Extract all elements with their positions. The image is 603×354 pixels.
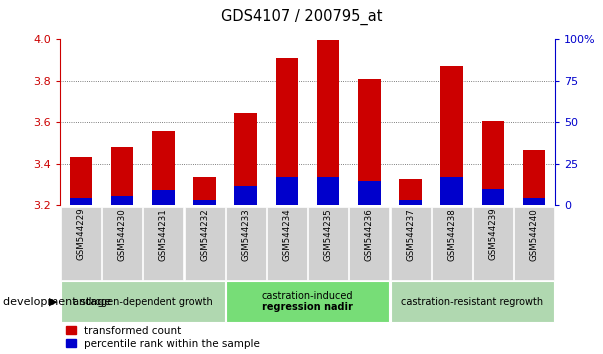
Text: GSM544236: GSM544236: [365, 208, 374, 261]
Text: androgen-dependent growth: androgen-dependent growth: [73, 297, 213, 307]
Bar: [111, 196, 133, 205]
Text: castration-resistant regrowth: castration-resistant regrowth: [401, 297, 543, 307]
Bar: [317, 177, 339, 205]
Text: regression nadir: regression nadir: [262, 302, 353, 312]
Bar: [440, 66, 463, 205]
Bar: [482, 189, 504, 205]
Bar: [193, 200, 216, 205]
Bar: [69, 198, 92, 205]
Text: development stage: development stage: [3, 297, 111, 307]
Bar: [523, 198, 546, 205]
Bar: [440, 177, 463, 205]
Text: GSM544238: GSM544238: [447, 208, 456, 261]
Text: GSM544237: GSM544237: [406, 208, 415, 261]
Text: ▶: ▶: [49, 297, 57, 307]
Text: GDS4107 / 200795_at: GDS4107 / 200795_at: [221, 9, 382, 25]
Bar: [235, 185, 257, 205]
Bar: [482, 121, 504, 205]
Text: castration-induced: castration-induced: [262, 291, 353, 302]
Text: GSM544234: GSM544234: [282, 208, 291, 261]
Bar: [523, 150, 546, 205]
Text: GSM544231: GSM544231: [159, 208, 168, 261]
Text: GSM544235: GSM544235: [324, 208, 333, 261]
Bar: [235, 113, 257, 205]
Text: GSM544230: GSM544230: [118, 208, 127, 261]
Text: GSM544239: GSM544239: [488, 208, 497, 261]
Bar: [317, 40, 339, 205]
Bar: [152, 131, 175, 205]
Bar: [276, 177, 298, 205]
Bar: [193, 177, 216, 205]
Bar: [69, 158, 92, 205]
Text: GSM544229: GSM544229: [77, 208, 86, 261]
Bar: [152, 190, 175, 205]
Text: GSM544233: GSM544233: [241, 208, 250, 261]
Text: GSM544240: GSM544240: [529, 208, 538, 261]
Bar: [358, 181, 380, 205]
Bar: [399, 179, 422, 205]
Bar: [111, 147, 133, 205]
Bar: [276, 58, 298, 205]
Bar: [358, 80, 380, 205]
Legend: transformed count, percentile rank within the sample: transformed count, percentile rank withi…: [66, 326, 260, 349]
Text: GSM544232: GSM544232: [200, 208, 209, 261]
Bar: [399, 200, 422, 205]
